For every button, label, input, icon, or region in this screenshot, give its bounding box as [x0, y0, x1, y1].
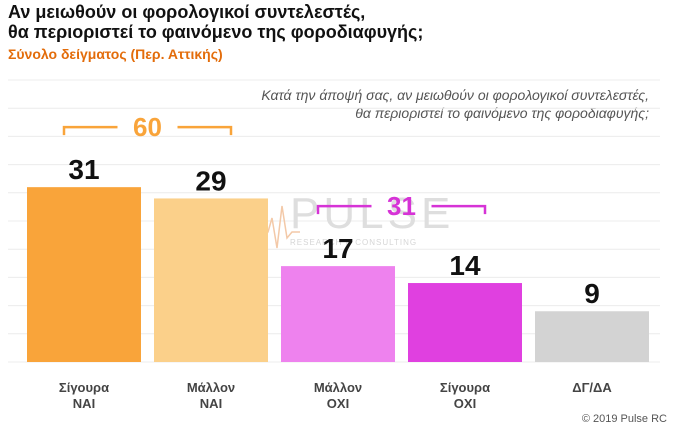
data-label: 9: [584, 278, 600, 309]
data-label: 29: [195, 165, 226, 196]
bar: [535, 311, 649, 362]
category-label: ΔΓ/ΔΑ: [572, 380, 612, 395]
bar: [408, 283, 522, 362]
category-label-line: ΔΓ/ΔΑ: [572, 380, 612, 395]
group-bracket: 60: [62, 112, 233, 142]
bracket-left: [316, 204, 372, 215]
group-bracket: 31: [316, 191, 487, 221]
group-total-label: 60: [133, 112, 162, 142]
watermark-main: PULSE: [290, 189, 454, 238]
category-label-line: ΟΧΙ: [327, 396, 349, 411]
title-line-2: θα περιοριστεί το φαινόμενο της φοροδιαφ…: [8, 22, 424, 42]
survey-question: Κατά την άποψή σας, αν μειωθούν οι φορολ…: [179, 86, 649, 122]
data-label: 31: [68, 154, 99, 185]
title-line-1: Αν μειωθούν οι φορολογικοί συντελεστές,: [8, 2, 366, 22]
bracket-right: [431, 204, 487, 215]
bar: [281, 266, 395, 362]
bar: [27, 187, 141, 362]
bar: [154, 198, 268, 362]
watermark-sub: RESEARCH & CONSULTING: [290, 238, 417, 247]
group-total-label: 31: [387, 191, 416, 221]
category-label-line: ΟΧΙ: [454, 396, 476, 411]
question-line-1: Κατά την άποψή σας, αν μειωθούν οι φορολ…: [261, 87, 649, 103]
category-label-line: Σίγουρα: [440, 380, 490, 395]
data-label: 17: [322, 233, 353, 264]
category-label-line: ΝΑΙ: [73, 396, 95, 411]
pulse-wave-icon: [258, 205, 300, 249]
question-line-2: θα περιοριστεί το φαινόμενο της φοροδιαφ…: [355, 105, 649, 121]
chart-subtitle: Σύνολο δείγματος (Περ. Αττικής): [8, 46, 223, 62]
category-label-line: ΝΑΙ: [200, 396, 222, 411]
copyright-text: © 2019 Pulse RC: [581, 413, 667, 425]
data-label: 14: [449, 250, 481, 281]
chart-title: Αν μειωθούν οι φορολογικοί συντελεστές, …: [8, 2, 608, 42]
bracket-right: [177, 125, 233, 136]
category-label-line: Σίγουρα: [59, 380, 109, 395]
bracket-left: [62, 125, 118, 136]
category-label-line: Μάλλον: [187, 380, 235, 395]
category-label-line: Μάλλον: [314, 380, 362, 395]
